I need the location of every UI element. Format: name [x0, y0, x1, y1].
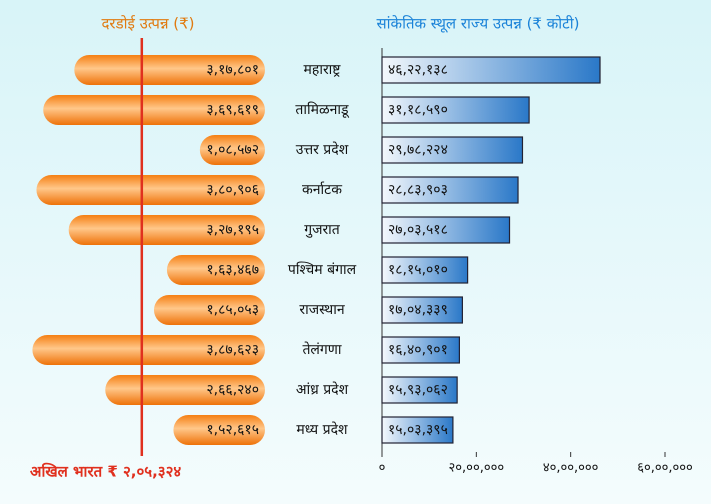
left-title: दरडोई उत्पन्न (₹)	[101, 15, 194, 33]
bar	[381, 56, 601, 84]
category-label: उत्तर प्रदेश	[296, 141, 349, 158]
value-label: १,५२,६१५	[206, 422, 259, 438]
pill-bar	[199, 135, 265, 165]
pill-bar	[43, 95, 265, 125]
value-label: १,८५,०५३	[206, 302, 259, 318]
bar	[381, 416, 454, 444]
bar	[381, 336, 460, 364]
pill-bar	[173, 415, 265, 445]
category-label: महाराष्ट्र	[304, 62, 342, 78]
bar	[381, 376, 458, 404]
category-label: तेलंगणा	[302, 341, 341, 358]
value-label: २८,८३,९०३	[388, 182, 448, 198]
value-label: ३,८०,९०६	[206, 182, 259, 198]
value-label: २९,७८,२२४	[388, 142, 448, 158]
pill-bar	[68, 215, 265, 245]
value-label: ३१,१८,५९०	[388, 102, 448, 118]
bar	[381, 96, 530, 124]
right-title: सांकेतिक स्थूल राज्य उत्पन्न (₹ कोटी)	[377, 15, 580, 34]
bar	[381, 136, 524, 164]
bar	[381, 176, 519, 204]
value-label: १७,०४,३३९	[388, 302, 448, 318]
category-label: मध्य प्रदेश	[296, 421, 348, 438]
category-label: राजस्थान	[299, 302, 344, 318]
category-label: गुजरात	[304, 222, 341, 238]
category-label: तामिळनाडू	[295, 101, 349, 118]
category-label: आंध्र प्रदेश	[296, 381, 349, 398]
category-label: कर्नाटक	[302, 181, 342, 198]
pill-bar	[166, 255, 265, 285]
pill-bar	[36, 175, 265, 205]
x-tick-label: ६०,००,०००	[637, 461, 693, 476]
value-label: १,०८,५७२	[206, 142, 259, 158]
value-label: ३,८७,६२३	[206, 342, 259, 358]
value-label: ३,६९,६१९	[206, 102, 259, 118]
pill-bar	[74, 55, 265, 85]
value-label: २७,०३,५१८	[388, 222, 448, 238]
pill-bar	[105, 375, 265, 405]
value-label: १५,०३,३९५	[388, 422, 448, 438]
value-label: १५,९३,०६२	[388, 382, 448, 398]
reference-label: अखिल भारत ₹ २,०५,३२४	[30, 463, 181, 481]
pill-bar	[32, 335, 265, 365]
value-label: २,६६,२४०	[206, 382, 259, 398]
x-tick-label: ४०,००,०००	[543, 461, 599, 476]
value-label: ३,२७,१९५	[206, 222, 259, 238]
bar	[381, 256, 469, 284]
value-label: ४६,२२,१३८	[388, 62, 448, 78]
value-label: १८,१५,०१०	[388, 262, 448, 278]
value-label: १६,४०,९०१	[388, 342, 448, 358]
value-label: १,६३,४६७	[206, 262, 259, 278]
value-label: ३,१७,८०१	[206, 62, 259, 78]
x-tick-label: २०,००,०००	[449, 461, 505, 476]
x-tick-label: ०	[379, 461, 386, 476]
bar	[381, 216, 511, 244]
category-label: पश्चिम बंगाल	[288, 261, 357, 278]
bar	[381, 296, 463, 324]
pill-bar	[153, 295, 265, 325]
